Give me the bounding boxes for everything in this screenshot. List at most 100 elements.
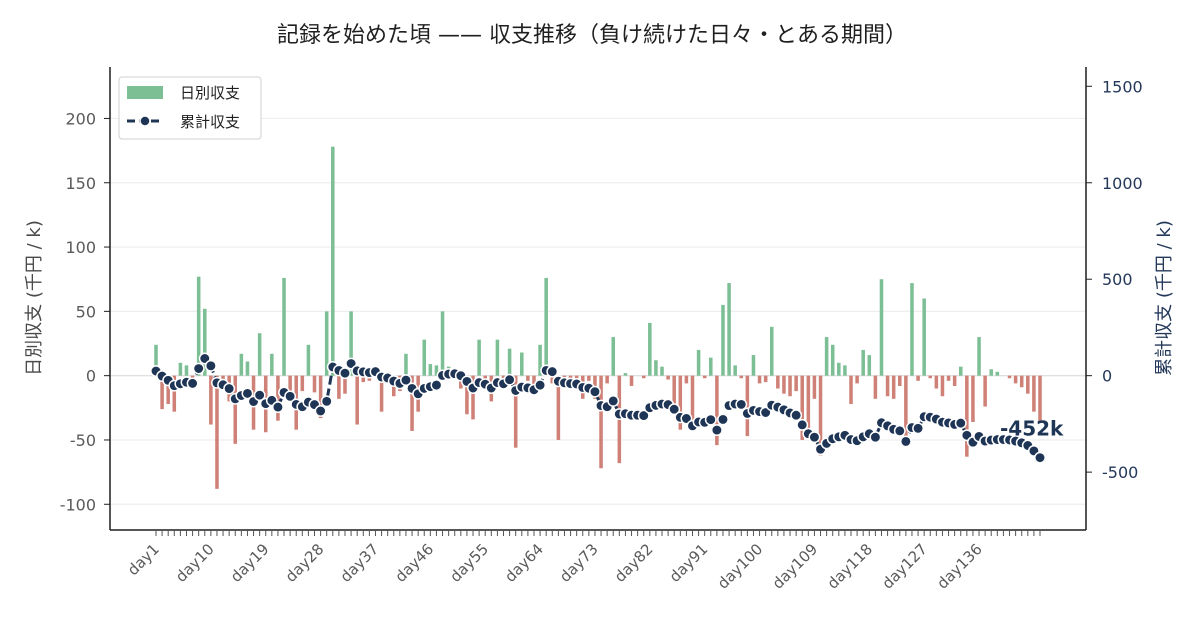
daily-bar [898, 375, 902, 386]
daily-bar [209, 375, 213, 425]
cumulative-point [607, 394, 620, 407]
daily-bar [751, 355, 756, 376]
daily-bar [873, 375, 878, 399]
daily-bar [513, 375, 518, 448]
cumulative-point [534, 379, 547, 392]
daily-bar [587, 375, 591, 381]
cumulative-point [320, 395, 333, 408]
daily-bar [684, 375, 689, 384]
cumulative-point [790, 409, 803, 422]
daily-bar [812, 375, 817, 399]
daily-bar [184, 365, 189, 376]
daily-bar [678, 375, 683, 430]
daily-bar [410, 375, 414, 431]
cumulative-point [223, 382, 236, 395]
daily-bar [465, 375, 469, 415]
daily-bar [971, 375, 975, 422]
cumulative-point [912, 422, 925, 435]
daily-bar [574, 375, 579, 379]
daily-bar [1026, 375, 1030, 394]
legend-bar-swatch [127, 86, 163, 99]
cumulative-point [796, 418, 809, 431]
cumulative-point [899, 435, 912, 448]
daily-bar [611, 337, 616, 376]
daily-bar [922, 298, 926, 376]
daily-bar [690, 375, 695, 425]
left-tick-label: 0 [86, 367, 96, 386]
daily-bar [837, 362, 841, 376]
x-tick-label: day100 [714, 540, 766, 592]
cumulative-point [668, 403, 681, 416]
daily-bar [776, 375, 780, 389]
left-tick-label: 200 [65, 109, 96, 128]
daily-bar [239, 353, 244, 376]
daily-bar [861, 349, 865, 376]
x-tick-label: day28 [282, 540, 328, 586]
daily-bar [428, 364, 433, 376]
daily-bar [885, 375, 890, 397]
left-tick-label: -50 [70, 431, 96, 450]
daily-bar [654, 360, 658, 376]
daily-bar [715, 375, 719, 446]
cumulative-point [284, 390, 297, 403]
daily-bar [1013, 375, 1018, 384]
daily-bar [910, 283, 914, 376]
daily-bar [806, 375, 811, 435]
left-axis-label: 日別収支 (千円 / k) [24, 220, 45, 376]
x-tick-label: day82 [611, 540, 657, 586]
daily-bar [763, 375, 768, 383]
x-tick-label: day1 [124, 540, 163, 579]
x-tick-label: day37 [337, 540, 383, 586]
cumulative-point [430, 379, 443, 392]
daily-bar [196, 276, 201, 376]
cumulative-point [1034, 451, 1046, 464]
legend-label-daily: 日別収支 [180, 84, 240, 102]
daily-bar [532, 375, 536, 389]
daily-bar [154, 344, 158, 376]
daily-bar [282, 277, 286, 376]
daily-bar [160, 375, 164, 410]
final-value-annotation: -452k [1000, 417, 1064, 441]
daily-bar [422, 339, 427, 376]
legend-label-cumulative: 累計収支 [180, 113, 240, 131]
cumulative-point [954, 417, 967, 430]
daily-bar [940, 375, 945, 397]
daily-bar [666, 375, 670, 380]
daily-bar [215, 375, 219, 489]
daily-bar [538, 344, 542, 376]
daily-bar [788, 375, 792, 397]
daily-bar [276, 375, 280, 421]
daily-bar [696, 349, 701, 376]
right-tick-label: 1500 [1102, 77, 1143, 96]
right-tick-label: 500 [1102, 270, 1133, 289]
daily-bar [312, 375, 317, 393]
daily-bar [233, 375, 238, 444]
x-tick-label: day19 [227, 540, 273, 586]
x-tick-label: day55 [446, 540, 492, 586]
daily-bar [404, 353, 408, 376]
daily-bar [379, 375, 384, 412]
daily-bar [952, 375, 957, 386]
daily-bar [995, 371, 1000, 376]
right-axis-label: 累計収支 (千円 / k) [1154, 220, 1175, 376]
daily-bar [203, 308, 207, 376]
daily-bar [1007, 375, 1012, 379]
daily-bar [648, 322, 652, 376]
daily-bar [471, 375, 475, 420]
daily-bar [349, 311, 353, 376]
daily-bar [337, 375, 341, 399]
cumulative-point [546, 365, 559, 378]
legend-line-marker [139, 115, 151, 127]
x-tick-label: day10 [172, 540, 218, 586]
x-tick-label: day109 [769, 540, 821, 592]
left-tick-label: 50 [76, 302, 96, 321]
daily-bar [245, 361, 250, 376]
daily-bar [1019, 375, 1024, 388]
daily-bar [849, 375, 853, 404]
daily-bar [916, 375, 920, 381]
daily-bar [727, 283, 731, 376]
daily-bar [1032, 375, 1036, 412]
daily-bar [733, 365, 737, 376]
daily-bar [660, 366, 664, 376]
